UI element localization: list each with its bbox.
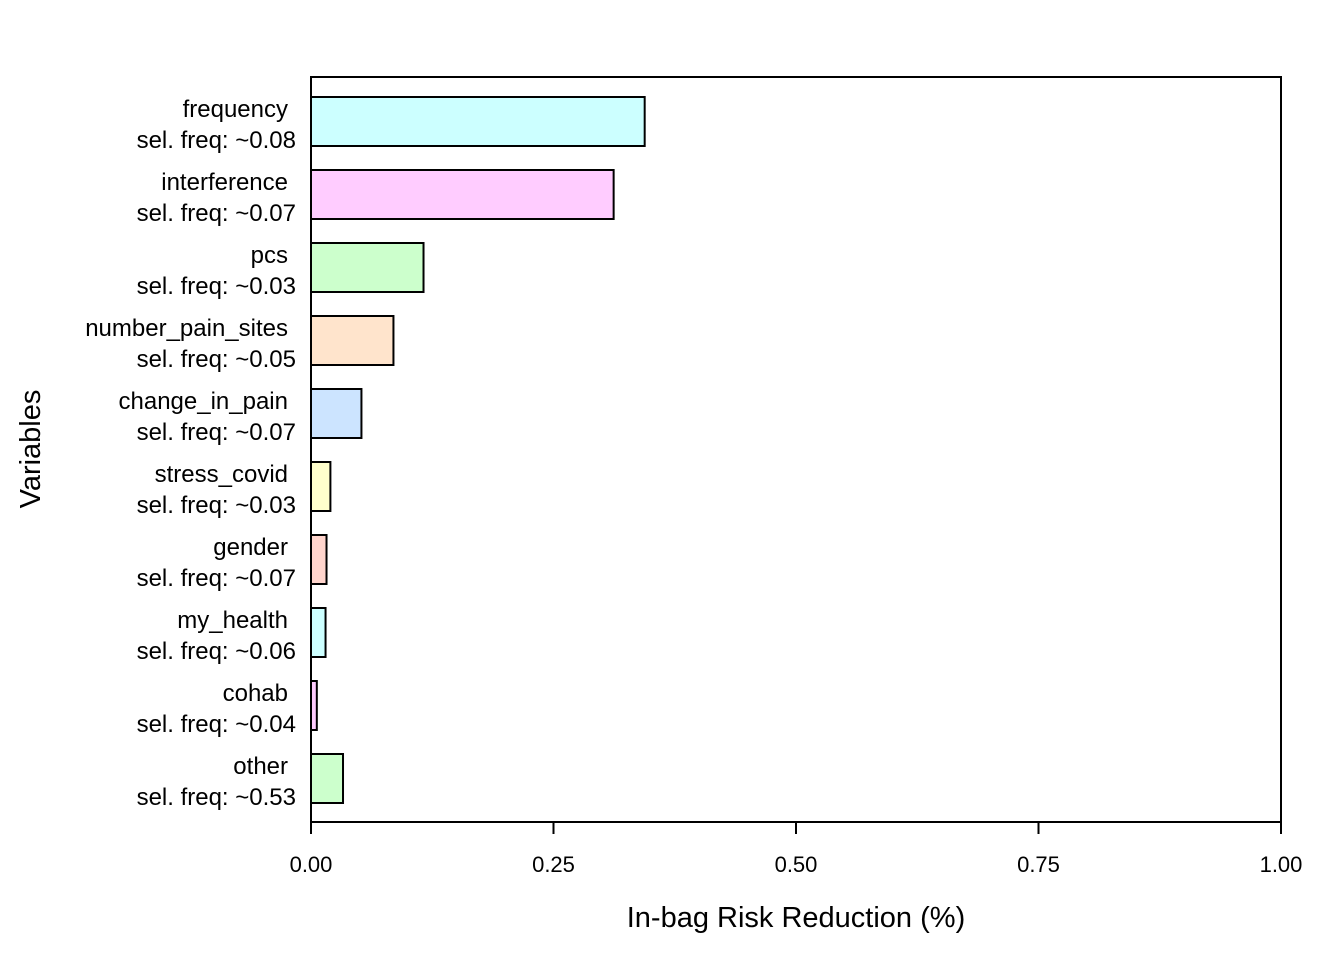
- y-axis-title: Variables: [15, 390, 47, 509]
- bar-gender: [310, 534, 328, 585]
- x-tick-label: 0.00: [290, 852, 333, 877]
- category-label: gender: [213, 534, 288, 561]
- category-label: number_pain_sites: [85, 315, 288, 342]
- bar-my-health: [310, 607, 327, 658]
- sel-freq-label: sel. freq: ~0.03: [137, 492, 296, 519]
- sel-freq-label: sel. freq: ~0.07: [137, 419, 296, 446]
- sel-freq-label: sel. freq: ~0.05: [137, 346, 296, 373]
- bars: [310, 96, 646, 804]
- bar-pcs: [310, 242, 425, 293]
- x-axis: 0.00 0.25 0.50 0.75 1.00: [290, 821, 1303, 877]
- x-tick-label: 0.50: [775, 852, 818, 877]
- sel-freq-label: sel. freq: ~0.07: [137, 565, 296, 592]
- sel-freq-label: sel. freq: ~0.07: [137, 200, 296, 227]
- sel-freq-label: sel. freq: ~0.53: [137, 784, 296, 811]
- x-tick-label: 0.25: [532, 852, 575, 877]
- bar-other: [310, 753, 345, 804]
- category-label: change_in_pain: [119, 388, 289, 415]
- category-label: my_health: [177, 607, 288, 634]
- category-label: pcs: [251, 242, 288, 269]
- x-tick-label: 1.00: [1260, 852, 1303, 877]
- category-label: interference: [161, 169, 288, 196]
- category-label: frequency: [183, 96, 288, 123]
- category-label: cohab: [223, 680, 288, 707]
- category-label: stress_covid: [155, 461, 288, 488]
- bar-change-in-pain: [310, 388, 363, 439]
- sel-freq-label: sel. freq: ~0.08: [137, 127, 296, 154]
- sel-freq-label: sel. freq: ~0.04: [137, 711, 296, 738]
- bar-interference: [310, 169, 615, 220]
- y-axis-labels: frequency sel. freq: ~0.08 interference sel…: [85, 96, 296, 811]
- bar-frequency: [310, 96, 646, 147]
- sel-freq-label: sel. freq: ~0.06: [137, 638, 296, 665]
- category-label: other: [233, 753, 288, 780]
- bar-number-pain-sites: [310, 315, 395, 366]
- bar-stress-covid: [310, 461, 332, 512]
- sel-freq-label: sel. freq: ~0.03: [137, 273, 296, 300]
- x-axis-title: In-bag Risk Reduction (%): [627, 902, 965, 934]
- bar-cohab: [310, 680, 318, 731]
- x-tick-label: 0.75: [1017, 852, 1060, 877]
